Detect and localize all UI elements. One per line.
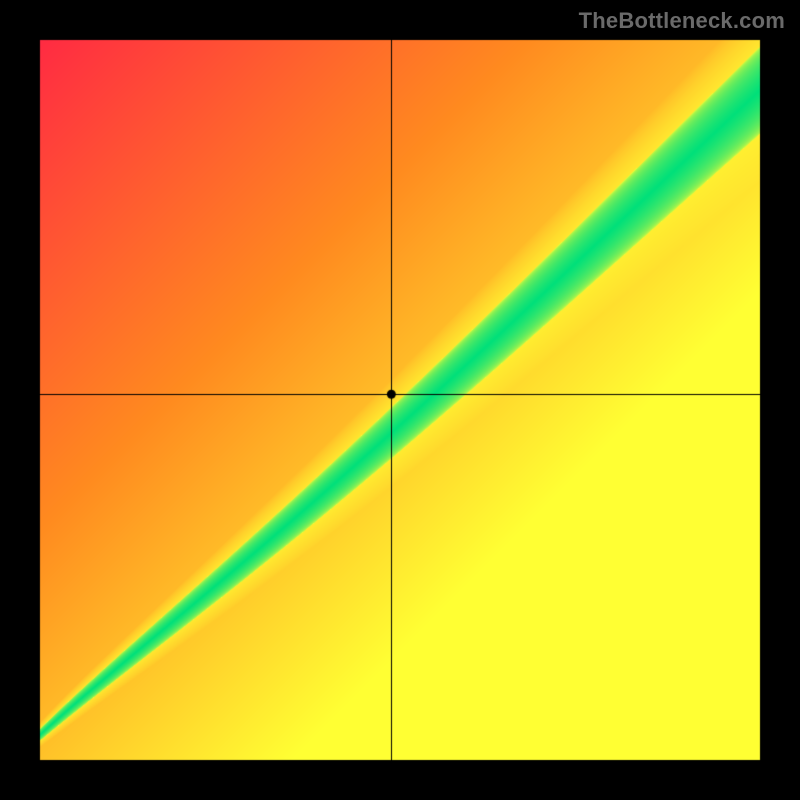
watermark-text: TheBottleneck.com (579, 8, 785, 34)
chart-container: TheBottleneck.com (0, 0, 800, 800)
bottleneck-heatmap-canvas (0, 0, 800, 800)
